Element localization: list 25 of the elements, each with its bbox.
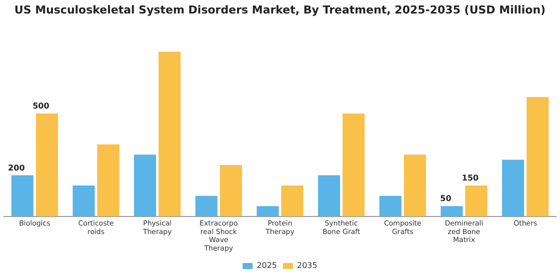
bar [11, 175, 34, 216]
data-label: 200 [8, 163, 26, 172]
bar [36, 114, 58, 216]
legend-label: 2025 [256, 261, 277, 270]
bar [281, 186, 304, 216]
bar [318, 175, 340, 216]
bar [404, 154, 426, 216]
legend-label: 2035 [297, 261, 318, 270]
data-label: 150 [462, 174, 480, 183]
data-label: 500 [32, 102, 50, 111]
bar [502, 160, 524, 216]
bar [72, 186, 95, 216]
chart-title: US Musculoskeletal System Disorders Market, By Treatment, 2025-2035 (USD Million) [14, 3, 546, 16]
bar [220, 164, 242, 216]
data-label: 50 [440, 194, 452, 204]
bar [342, 114, 365, 216]
bar [134, 154, 156, 216]
bar [526, 97, 549, 216]
bar [256, 206, 279, 216]
bar [195, 196, 218, 216]
bar [465, 186, 488, 216]
bar [158, 52, 181, 216]
bar [440, 206, 463, 216]
bar [97, 144, 120, 216]
bar [379, 196, 402, 216]
